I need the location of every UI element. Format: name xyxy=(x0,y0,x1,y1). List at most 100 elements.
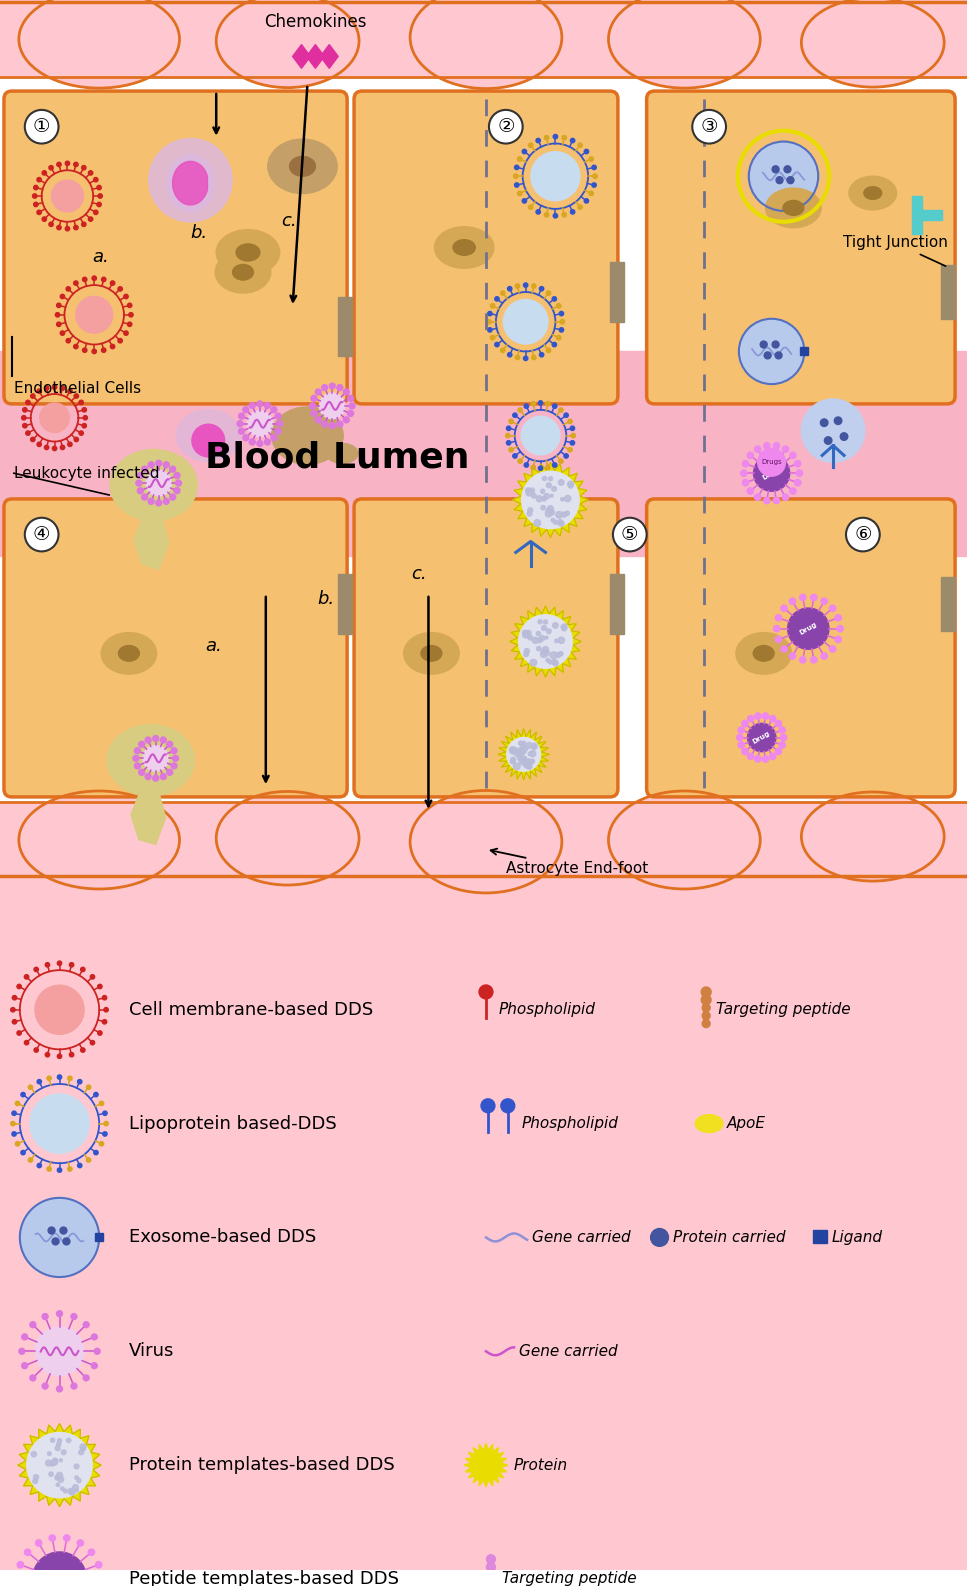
Circle shape xyxy=(34,203,38,206)
Circle shape xyxy=(81,1446,86,1451)
Circle shape xyxy=(536,631,540,636)
Circle shape xyxy=(701,994,711,1006)
Circle shape xyxy=(519,750,525,755)
Circle shape xyxy=(53,1458,58,1464)
Circle shape xyxy=(509,419,513,423)
Circle shape xyxy=(835,636,841,642)
Circle shape xyxy=(45,446,49,449)
Circle shape xyxy=(37,1164,42,1167)
Circle shape xyxy=(846,517,879,552)
FancyBboxPatch shape xyxy=(4,500,347,796)
Circle shape xyxy=(171,763,177,769)
Circle shape xyxy=(133,755,138,761)
Circle shape xyxy=(755,712,761,718)
Text: a.: a. xyxy=(206,638,222,655)
Circle shape xyxy=(488,311,492,316)
Circle shape xyxy=(519,741,523,745)
Circle shape xyxy=(170,495,175,500)
Circle shape xyxy=(153,736,159,742)
Circle shape xyxy=(110,344,115,349)
Circle shape xyxy=(15,1576,21,1583)
Ellipse shape xyxy=(290,157,315,176)
Circle shape xyxy=(70,1489,75,1496)
Circle shape xyxy=(780,734,787,741)
Circle shape xyxy=(567,419,572,423)
Circle shape xyxy=(545,511,552,517)
Circle shape xyxy=(94,211,98,214)
Text: Cell membrane-based DDS: Cell membrane-based DDS xyxy=(129,1001,373,1018)
Circle shape xyxy=(80,1443,86,1450)
Circle shape xyxy=(343,389,349,395)
Circle shape xyxy=(104,1007,108,1012)
Circle shape xyxy=(55,1475,59,1480)
Ellipse shape xyxy=(410,0,562,89)
Circle shape xyxy=(26,1432,93,1497)
FancyBboxPatch shape xyxy=(4,90,347,404)
Circle shape xyxy=(531,744,536,749)
Circle shape xyxy=(763,442,770,449)
Circle shape xyxy=(513,750,518,755)
FancyBboxPatch shape xyxy=(354,500,618,796)
Circle shape xyxy=(76,297,113,333)
Circle shape xyxy=(521,757,526,761)
Circle shape xyxy=(18,1562,23,1569)
Circle shape xyxy=(22,423,27,428)
Circle shape xyxy=(773,498,780,504)
Circle shape xyxy=(175,473,180,479)
Circle shape xyxy=(95,1348,100,1354)
Circle shape xyxy=(531,465,535,469)
Circle shape xyxy=(488,328,492,331)
Circle shape xyxy=(527,636,532,641)
Circle shape xyxy=(521,758,525,763)
Text: Gene carried: Gene carried xyxy=(532,1231,631,1245)
Circle shape xyxy=(17,985,21,988)
Circle shape xyxy=(769,715,776,722)
Circle shape xyxy=(524,745,527,750)
Circle shape xyxy=(702,1012,710,1020)
Circle shape xyxy=(559,522,565,527)
Ellipse shape xyxy=(801,0,944,87)
Circle shape xyxy=(30,393,35,398)
Circle shape xyxy=(536,209,540,214)
Circle shape xyxy=(99,1101,103,1105)
Circle shape xyxy=(772,341,779,347)
Circle shape xyxy=(567,447,572,452)
Circle shape xyxy=(769,753,776,760)
Circle shape xyxy=(830,646,836,652)
Circle shape xyxy=(552,487,557,492)
Circle shape xyxy=(45,963,50,967)
Circle shape xyxy=(37,442,41,447)
Circle shape xyxy=(243,435,249,441)
Circle shape xyxy=(89,1550,95,1556)
Circle shape xyxy=(65,162,69,165)
Circle shape xyxy=(271,435,277,441)
Text: Targeting peptide: Targeting peptide xyxy=(716,1002,851,1017)
Ellipse shape xyxy=(216,791,359,885)
Circle shape xyxy=(42,1313,48,1320)
Circle shape xyxy=(487,319,491,324)
Circle shape xyxy=(34,1048,38,1052)
Circle shape xyxy=(526,490,532,496)
Circle shape xyxy=(53,385,57,389)
Circle shape xyxy=(565,495,571,501)
Circle shape xyxy=(549,509,555,515)
Circle shape xyxy=(548,660,552,665)
Circle shape xyxy=(522,471,579,528)
Bar xyxy=(941,577,956,631)
Circle shape xyxy=(66,1439,71,1443)
Circle shape xyxy=(515,182,519,187)
Circle shape xyxy=(546,465,550,469)
Circle shape xyxy=(74,344,78,349)
Circle shape xyxy=(275,428,281,435)
Bar xyxy=(0,0,967,78)
Circle shape xyxy=(96,1562,101,1569)
Circle shape xyxy=(57,303,61,308)
Circle shape xyxy=(30,1375,36,1381)
Circle shape xyxy=(167,741,173,747)
Circle shape xyxy=(97,203,101,206)
Circle shape xyxy=(526,630,531,634)
Circle shape xyxy=(525,758,531,766)
Circle shape xyxy=(738,726,744,733)
Text: Peptide templates-based DDS: Peptide templates-based DDS xyxy=(129,1570,399,1586)
Circle shape xyxy=(550,495,553,496)
